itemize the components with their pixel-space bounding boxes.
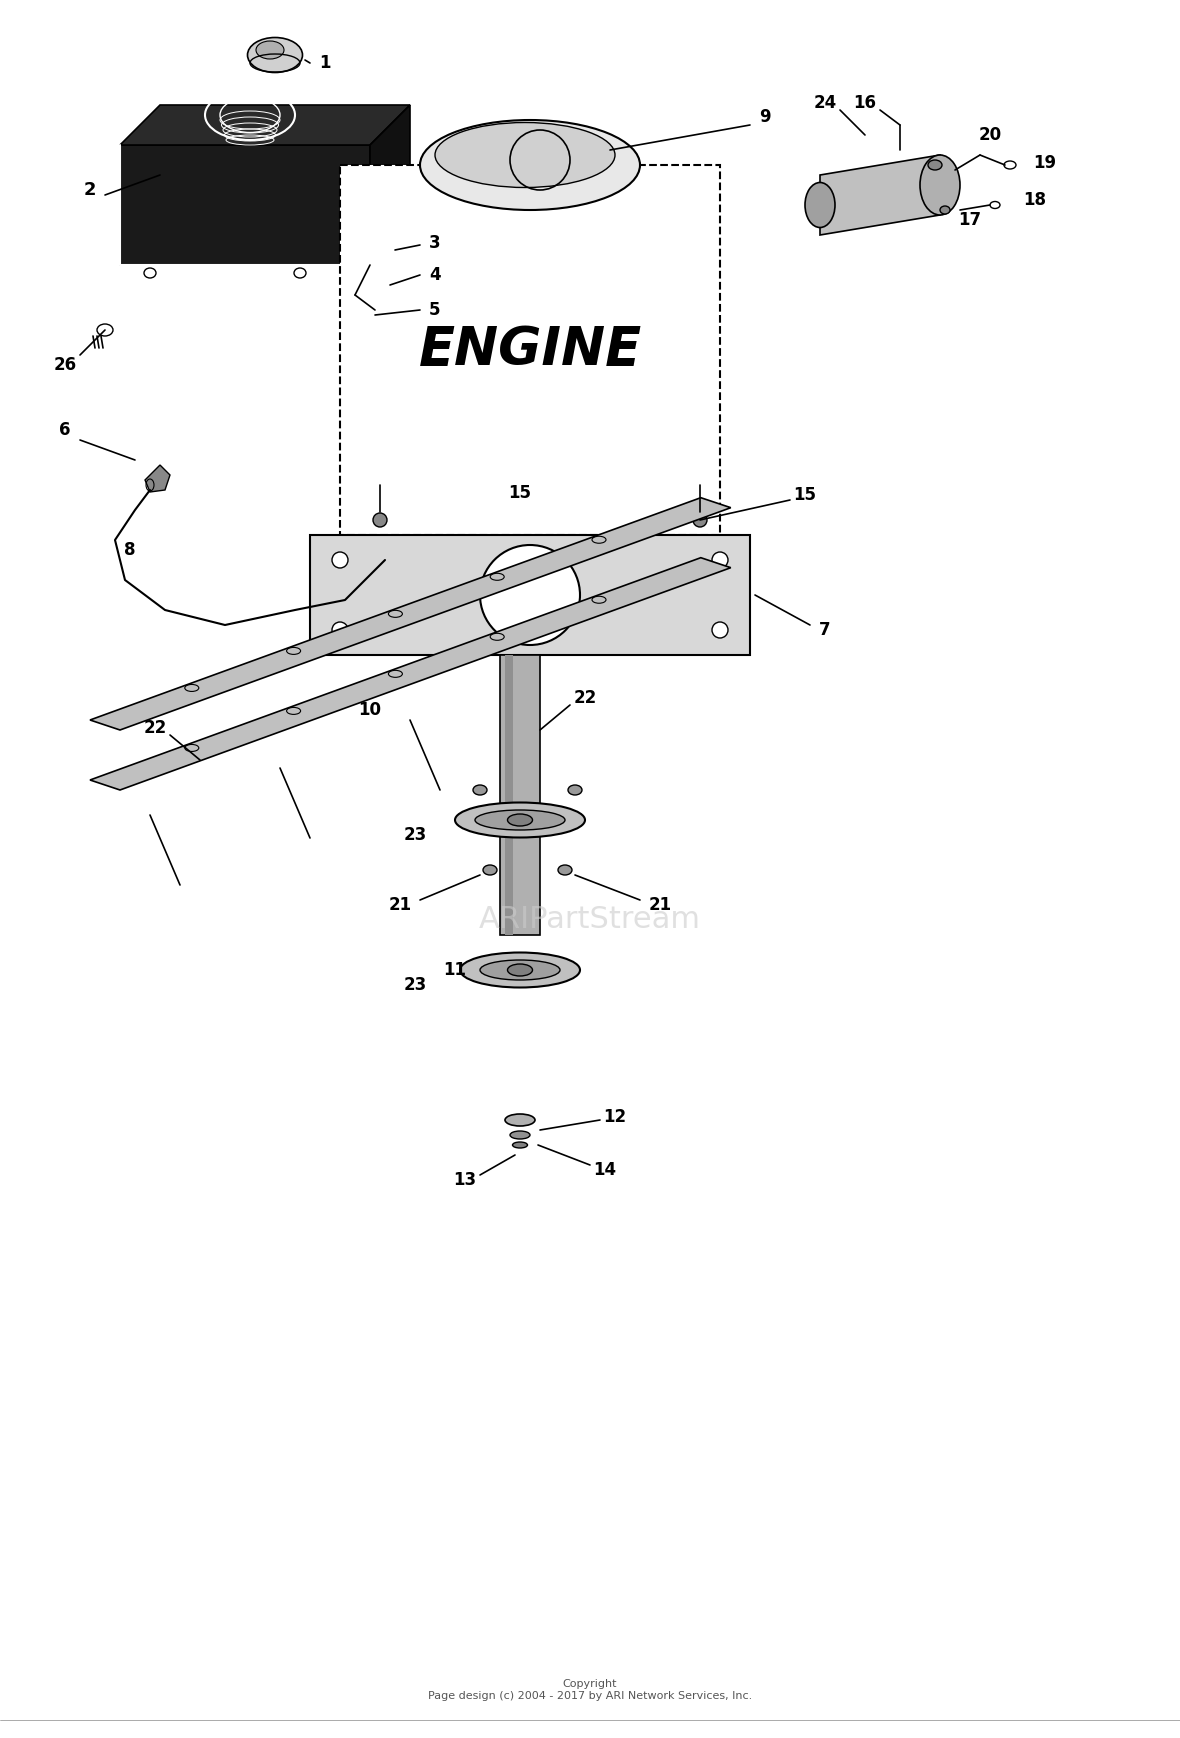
- Polygon shape: [90, 558, 730, 791]
- Text: 7: 7: [819, 620, 831, 640]
- Text: 14: 14: [594, 1161, 617, 1178]
- Circle shape: [373, 513, 387, 527]
- Text: 17: 17: [958, 210, 982, 229]
- Circle shape: [712, 622, 728, 638]
- Ellipse shape: [568, 786, 582, 794]
- Text: 21: 21: [388, 897, 412, 914]
- Polygon shape: [90, 497, 730, 730]
- Text: 19: 19: [1034, 155, 1056, 172]
- Circle shape: [693, 513, 707, 527]
- Ellipse shape: [940, 207, 950, 214]
- Circle shape: [712, 553, 728, 568]
- Text: 23: 23: [404, 826, 427, 845]
- Text: 26: 26: [53, 356, 77, 374]
- Circle shape: [332, 553, 348, 568]
- Circle shape: [480, 546, 581, 645]
- Text: 13: 13: [453, 1171, 477, 1189]
- Text: 21: 21: [649, 897, 671, 914]
- Polygon shape: [820, 155, 940, 235]
- Bar: [500, 655, 540, 935]
- Text: 15: 15: [509, 483, 531, 502]
- Ellipse shape: [920, 155, 961, 216]
- Text: 15: 15: [793, 487, 817, 504]
- Ellipse shape: [483, 866, 497, 874]
- Ellipse shape: [460, 952, 581, 987]
- Text: 23: 23: [404, 977, 427, 994]
- Ellipse shape: [510, 1131, 530, 1138]
- Ellipse shape: [256, 42, 284, 59]
- Bar: [310, 535, 750, 655]
- Text: Copyright
Page design (c) 2004 - 2017 by ARI Network Services, Inc.: Copyright Page design (c) 2004 - 2017 by…: [428, 1679, 752, 1702]
- Text: 10: 10: [359, 700, 381, 720]
- Text: 2: 2: [84, 181, 97, 198]
- Text: 18: 18: [1023, 191, 1047, 209]
- Polygon shape: [371, 247, 395, 264]
- Ellipse shape: [473, 786, 487, 794]
- Ellipse shape: [435, 122, 615, 188]
- Ellipse shape: [507, 813, 532, 826]
- Text: 3: 3: [430, 235, 441, 252]
- Polygon shape: [120, 144, 371, 264]
- Ellipse shape: [371, 247, 380, 254]
- Bar: [505, 655, 513, 935]
- Text: 1: 1: [320, 54, 330, 71]
- Polygon shape: [145, 466, 170, 492]
- Text: 11: 11: [444, 961, 466, 978]
- Text: 6: 6: [59, 421, 71, 440]
- Polygon shape: [371, 104, 409, 264]
- Circle shape: [332, 622, 348, 638]
- Ellipse shape: [505, 1114, 535, 1126]
- Text: 22: 22: [573, 688, 597, 707]
- Ellipse shape: [248, 38, 302, 73]
- Text: 4: 4: [430, 266, 441, 283]
- Ellipse shape: [927, 160, 942, 170]
- Text: 16: 16: [853, 94, 877, 111]
- Ellipse shape: [805, 182, 835, 228]
- Ellipse shape: [512, 1142, 527, 1149]
- Polygon shape: [120, 104, 409, 144]
- Ellipse shape: [420, 120, 640, 210]
- Ellipse shape: [507, 965, 532, 977]
- Text: ARIPartStream: ARIPartStream: [479, 905, 701, 935]
- Text: 24: 24: [813, 94, 837, 111]
- Text: 5: 5: [430, 301, 441, 320]
- Text: 8: 8: [124, 541, 136, 560]
- Text: 22: 22: [144, 720, 166, 737]
- Text: ENGINE: ENGINE: [419, 323, 642, 375]
- Text: 12: 12: [603, 1109, 627, 1126]
- Bar: [340, 165, 720, 535]
- Text: 9: 9: [759, 108, 771, 125]
- Text: 20: 20: [978, 125, 1002, 144]
- Ellipse shape: [455, 803, 585, 838]
- Ellipse shape: [480, 959, 560, 980]
- Ellipse shape: [558, 866, 572, 874]
- Ellipse shape: [476, 810, 565, 831]
